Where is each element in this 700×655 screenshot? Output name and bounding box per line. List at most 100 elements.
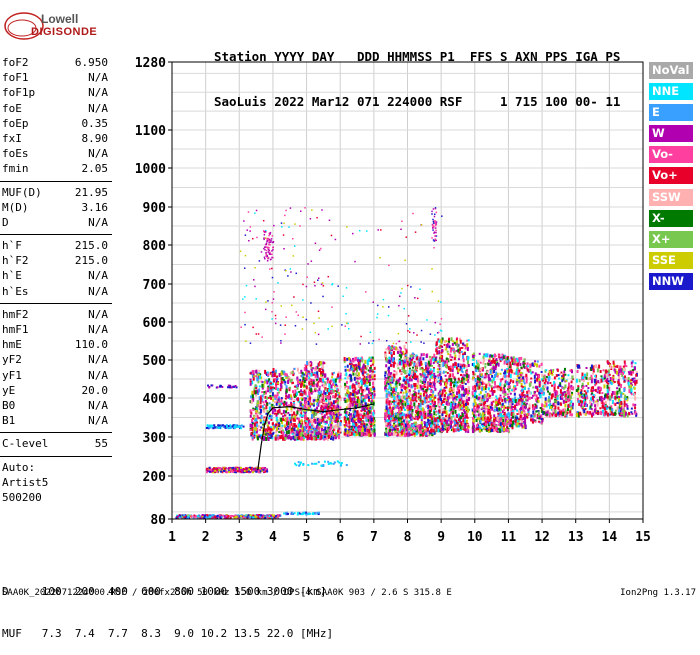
echo-point bbox=[372, 371, 374, 373]
echo-point bbox=[370, 367, 372, 369]
echo-point bbox=[361, 389, 363, 393]
echo-point bbox=[412, 357, 414, 359]
echo-point bbox=[400, 400, 402, 403]
echo-point bbox=[358, 384, 360, 388]
echo-point bbox=[269, 427, 271, 430]
echo-point bbox=[397, 363, 399, 367]
echo-point bbox=[416, 356, 418, 360]
echo-point bbox=[414, 387, 416, 390]
echo-point bbox=[363, 413, 365, 415]
echo-point bbox=[255, 395, 257, 397]
echo-point bbox=[236, 468, 238, 470]
echo-point bbox=[484, 376, 486, 378]
echo-point bbox=[318, 461, 320, 463]
echo-point bbox=[257, 436, 259, 440]
echo-point bbox=[317, 435, 319, 438]
echo-point bbox=[290, 436, 292, 439]
echo-point bbox=[278, 398, 280, 401]
echo-point bbox=[281, 425, 283, 427]
echo-point bbox=[429, 410, 431, 414]
echo-point bbox=[250, 383, 252, 386]
echo-point bbox=[431, 365, 433, 367]
echo-point bbox=[354, 410, 356, 412]
echo-point bbox=[311, 393, 313, 395]
echo-point bbox=[305, 397, 307, 399]
echo-point bbox=[316, 407, 318, 410]
echo-point bbox=[442, 389, 444, 391]
echo-point bbox=[338, 412, 340, 414]
echo-point bbox=[301, 419, 303, 422]
echo-point bbox=[291, 382, 293, 384]
echo-point bbox=[358, 362, 360, 366]
echo-point bbox=[318, 388, 320, 391]
echo-point bbox=[224, 425, 226, 427]
plot-grid bbox=[172, 62, 643, 519]
echo-point bbox=[320, 390, 322, 393]
echo-point bbox=[433, 357, 435, 361]
echo-point bbox=[292, 374, 294, 376]
echo-point bbox=[250, 409, 252, 412]
echo-point bbox=[412, 397, 414, 400]
echo-point bbox=[348, 357, 350, 360]
echo-point bbox=[419, 367, 421, 370]
echo-point bbox=[447, 353, 449, 355]
echo-point bbox=[249, 514, 251, 516]
echo-point bbox=[179, 515, 181, 517]
echo-point bbox=[331, 379, 333, 382]
echo-point bbox=[434, 388, 436, 391]
echo-point bbox=[300, 425, 302, 428]
echo-point bbox=[277, 410, 279, 413]
echo-point bbox=[207, 470, 209, 472]
echo-point bbox=[306, 417, 308, 420]
echo-point bbox=[456, 338, 458, 340]
echo-point bbox=[311, 373, 313, 377]
echo-point bbox=[403, 413, 405, 416]
echo-point bbox=[209, 516, 211, 518]
echo-point bbox=[480, 419, 482, 423]
echo-point bbox=[360, 387, 362, 389]
echo-point bbox=[252, 409, 254, 411]
echo-point bbox=[406, 393, 408, 397]
echo-point bbox=[252, 471, 254, 473]
echo-point bbox=[431, 417, 433, 420]
echo-point bbox=[395, 415, 397, 418]
echo-point bbox=[260, 405, 262, 408]
echo-point bbox=[309, 437, 311, 440]
echo-point bbox=[490, 406, 492, 409]
echo-point bbox=[340, 414, 342, 416]
echo-point bbox=[355, 427, 357, 431]
echo-point bbox=[279, 373, 281, 377]
echo-point bbox=[311, 426, 313, 429]
echo-point bbox=[489, 384, 491, 387]
echo-point bbox=[480, 404, 482, 406]
echo-point bbox=[412, 417, 414, 419]
echo-point bbox=[303, 512, 305, 514]
echo-point bbox=[219, 467, 221, 469]
echo-point bbox=[446, 429, 448, 433]
echo-point bbox=[324, 414, 326, 418]
echo-point bbox=[277, 516, 279, 518]
echo-point bbox=[318, 426, 320, 430]
echo-point bbox=[331, 431, 333, 435]
echo-point bbox=[364, 360, 366, 364]
echo-point bbox=[501, 354, 503, 356]
echo-point bbox=[421, 353, 423, 356]
echo-point bbox=[336, 406, 338, 408]
echo-point bbox=[403, 396, 405, 399]
echo-point bbox=[350, 416, 352, 419]
echo-point bbox=[485, 363, 487, 365]
echo-point bbox=[294, 389, 296, 393]
echo-point bbox=[287, 426, 289, 428]
echo-point bbox=[494, 390, 496, 393]
echo-point bbox=[445, 375, 447, 377]
echo-point bbox=[492, 366, 494, 370]
echo-point bbox=[241, 470, 243, 472]
echo-point bbox=[441, 423, 443, 425]
echo-point bbox=[249, 471, 251, 473]
echo-point bbox=[446, 360, 448, 364]
echo-point bbox=[210, 425, 212, 427]
echo-point bbox=[322, 464, 324, 466]
echo-point bbox=[450, 359, 452, 361]
echo-point bbox=[437, 420, 439, 423]
echo-point bbox=[274, 409, 276, 412]
